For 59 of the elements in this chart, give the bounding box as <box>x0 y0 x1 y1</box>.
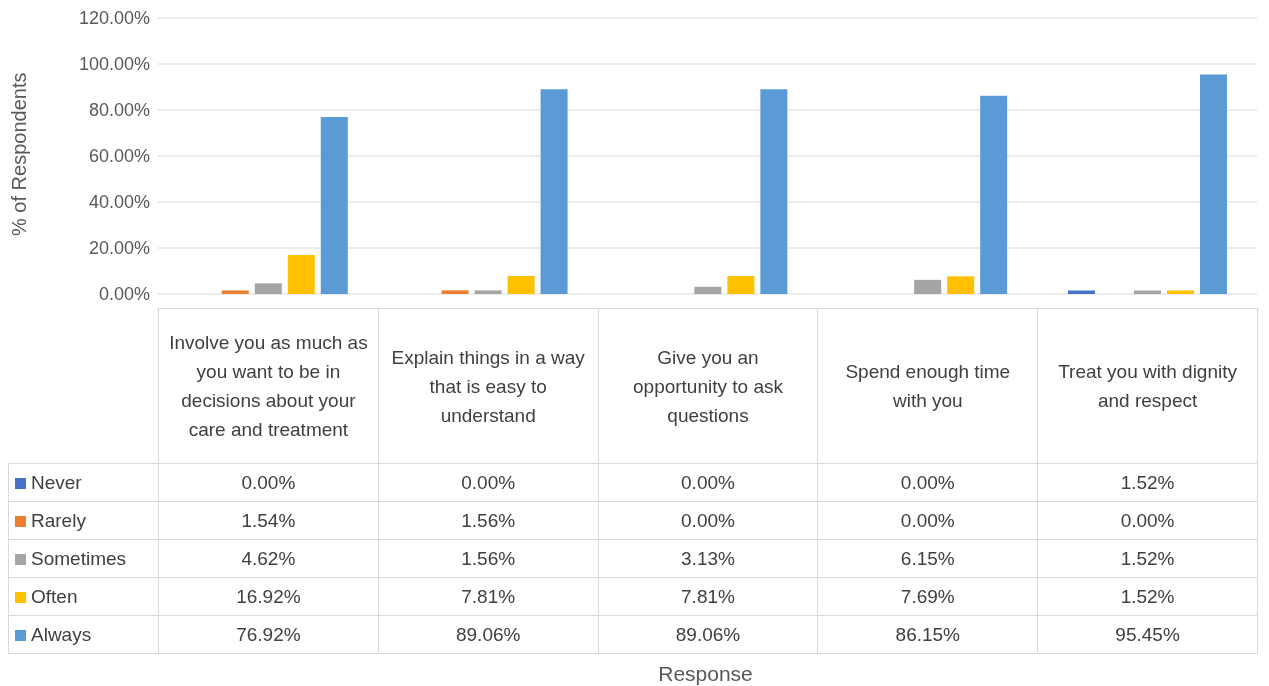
data-label: 1.52% <box>1037 539 1258 578</box>
data-label: 1.54% <box>158 501 379 540</box>
data-label: 0.00% <box>598 463 818 502</box>
data-label: 0.00% <box>1037 501 1258 540</box>
text: Response <box>657 662 754 686</box>
x-tick-label: Explain things in a way that is easy to understand <box>378 308 599 464</box>
bar <box>320 117 348 294</box>
bar <box>507 276 535 294</box>
data-label: 89.06% <box>378 615 599 654</box>
bar <box>474 290 502 294</box>
bar <box>694 286 722 294</box>
data-label: 1.52% <box>1037 463 1258 502</box>
bar <box>287 255 315 294</box>
data-label: 86.15% <box>817 615 1038 654</box>
data-label: 95.45% <box>1037 615 1258 654</box>
data-label: 1.56% <box>378 501 599 540</box>
data-label: 7.81% <box>598 577 818 616</box>
x-tick-label: Treat you with dignity and respect <box>1037 308 1258 464</box>
x-tick-label: Involve you as much as you want to be in decisions about your care and treatment <box>158 308 379 464</box>
bar <box>947 276 975 294</box>
y-tick-label: 60.00% <box>88 146 150 167</box>
data-label: 0.00% <box>598 501 818 540</box>
x-tick-label: Give you an opportunity to ask questions <box>598 308 818 464</box>
data-label: 89.06% <box>598 615 818 654</box>
data-label: 0.00% <box>378 463 599 502</box>
data-label: 1.52% <box>1037 577 1258 616</box>
bar <box>441 290 469 294</box>
data-label: 7.69% <box>817 577 1038 616</box>
bar <box>914 279 942 294</box>
x-tick-label: Spend enough time with you <box>817 308 1038 464</box>
legend-label: Never <box>8 463 159 502</box>
data-label: 6.15% <box>817 539 1038 578</box>
y-axis-title: % of Respondents <box>8 72 31 236</box>
data-label: 4.62% <box>158 539 379 578</box>
bar <box>254 283 282 294</box>
y-tick-label: 100.00% <box>78 54 150 75</box>
legend-label: Sometimes <box>8 539 159 578</box>
bar <box>1199 74 1227 294</box>
bar <box>727 276 755 294</box>
data-label: 76.92% <box>158 615 379 654</box>
data-label: 3.13% <box>598 539 818 578</box>
legend-label: Always <box>8 615 159 654</box>
y-tick-label: 20.00% <box>88 238 150 259</box>
bar <box>540 89 568 294</box>
data-label: 16.92% <box>158 577 379 616</box>
legend-label: Rarely <box>8 501 159 540</box>
bar <box>760 89 788 294</box>
y-tick-label: 120.00% <box>78 8 150 29</box>
legend-label: Often <box>8 577 159 616</box>
y-tick-label: 0.00% <box>98 284 150 305</box>
data-label: 7.81% <box>378 577 599 616</box>
data-label: 1.56% <box>378 539 599 578</box>
bar <box>221 290 249 294</box>
bar <box>980 95 1008 294</box>
y-tick-label: 80.00% <box>88 100 150 121</box>
y-tick-label: 40.00% <box>88 192 150 213</box>
data-label: 0.00% <box>817 463 1038 502</box>
data-label: 0.00% <box>817 501 1038 540</box>
data-label: 0.00% <box>158 463 379 502</box>
